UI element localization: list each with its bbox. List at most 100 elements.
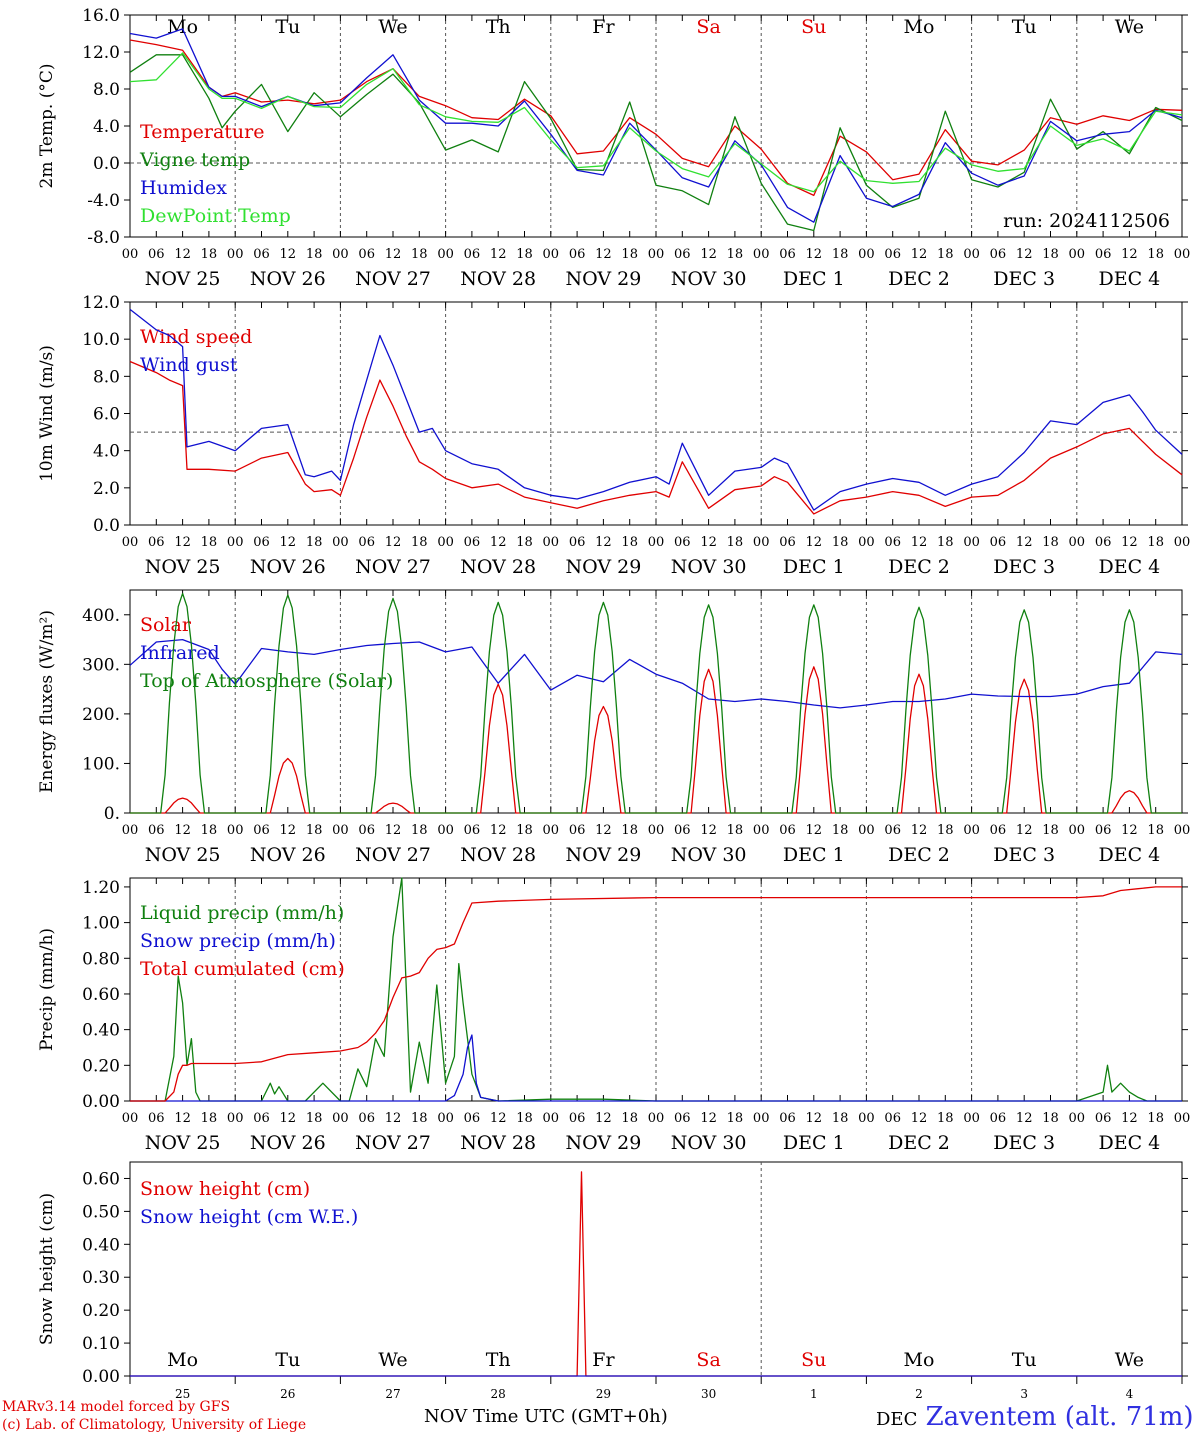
hour-tick-label: 00	[227, 823, 244, 838]
hour-tick-label: 00	[1069, 535, 1086, 550]
y-tick-label: 1.20	[82, 878, 120, 898]
hour-tick-label: 06	[253, 1111, 270, 1126]
panel-frame-3	[129, 589, 1183, 814]
hour-tick-label: 12	[1121, 823, 1138, 838]
hour-tick-label: 00	[963, 535, 980, 550]
hour-tick-label: 12	[1016, 535, 1033, 550]
hour-tick-label: 06	[990, 823, 1007, 838]
hour-tick-label: 06	[779, 247, 796, 262]
date-label: DEC 4	[1099, 844, 1161, 866]
hour-tick-label: 12	[385, 247, 402, 262]
y-tick-label: 10.0	[82, 330, 120, 350]
hour-tick-label: 18	[201, 1111, 218, 1126]
y-tick-label: 0.20	[82, 1301, 120, 1321]
hour-tick-label: 12	[806, 823, 823, 838]
x-axis-title: NOV Time UTC (GMT+0h)	[424, 1406, 668, 1427]
hour-tick-label: 18	[306, 535, 323, 550]
date-label: DEC 4	[1099, 268, 1161, 290]
hour-tick-label: 00	[437, 823, 454, 838]
hour-tick-label: 12	[595, 535, 612, 550]
hour-tick-label: 18	[832, 535, 849, 550]
day-number-label: 2	[915, 1387, 923, 1401]
weekday-label: Mo	[904, 16, 935, 38]
hour-tick-label: 18	[411, 247, 428, 262]
weekday-label: We	[378, 16, 407, 38]
model-credit: MARv3.14 model forced by GFS (c) Lab. of…	[2, 1398, 306, 1434]
date-label: DEC 1	[783, 1132, 845, 1154]
date-label: NOV 27	[355, 1132, 431, 1154]
series-line-wind-gust	[129, 308, 1183, 511]
date-label: DEC 4	[1099, 1132, 1161, 1154]
hour-tick-label: 00	[1069, 823, 1086, 838]
hour-tick-label: 18	[832, 247, 849, 262]
hour-tick-label: 06	[253, 535, 270, 550]
date-label: NOV 29	[565, 556, 641, 578]
hour-tick-label: 18	[411, 535, 428, 550]
station-name: DEC Zaventem (alt. 71m)	[876, 1402, 1194, 1432]
hour-tick-label: 00	[332, 535, 349, 550]
weekday-label: Sa	[696, 16, 720, 38]
weekday-label: We	[1115, 1349, 1144, 1371]
hour-tick-label: 12	[595, 823, 612, 838]
y-tick-label: 400.	[82, 606, 120, 626]
weekday-label: Mo	[167, 1349, 198, 1371]
weekday-label: Mo	[904, 1349, 935, 1371]
day-number-label: 27	[385, 1387, 400, 1401]
legend-entry: Vigne temp	[139, 149, 250, 171]
hour-tick-label: 06	[779, 823, 796, 838]
series-line-snow-height-cm-	[130, 1171, 1182, 1377]
hour-tick-label: 12	[700, 247, 717, 262]
date-label: NOV 29	[565, 1132, 641, 1154]
hour-tick-label: 06	[779, 535, 796, 550]
weekday-label: Sa	[696, 1349, 720, 1371]
series-line-top-of-atmosphere-solar-	[130, 592, 1182, 814]
date-label: NOV 26	[250, 1132, 326, 1154]
hour-tick-label: 06	[1095, 1111, 1112, 1126]
hour-tick-label: 18	[201, 823, 218, 838]
hour-tick-label: 06	[569, 823, 586, 838]
weekday-label: We	[1115, 16, 1144, 38]
station-label: Zaventem (alt. 71m)	[925, 1402, 1194, 1432]
y-tick-label: 0.0	[93, 154, 120, 174]
hour-tick-label: 12	[911, 247, 928, 262]
hour-tick-label: 00	[858, 823, 875, 838]
hour-tick-label: 00	[1174, 1111, 1191, 1126]
date-label: NOV 27	[355, 268, 431, 290]
hour-tick-label: 06	[779, 1111, 796, 1126]
y-tick-label: 0.60	[82, 1169, 120, 1189]
hour-tick-label: 00	[227, 1111, 244, 1126]
month-right: DEC	[876, 1409, 918, 1430]
hour-tick-label: 00	[753, 1111, 770, 1126]
hour-tick-label: 12	[490, 823, 507, 838]
date-label: NOV 26	[250, 268, 326, 290]
y-tick-label: 0.0	[93, 516, 120, 536]
hour-tick-label: 00	[963, 823, 980, 838]
date-label: NOV 25	[145, 268, 221, 290]
legend-entry: Snow height (cm W.E.)	[140, 1206, 358, 1228]
hour-tick-label: 12	[174, 1111, 191, 1126]
hour-tick-label: 06	[674, 535, 691, 550]
hour-tick-label: 06	[148, 247, 165, 262]
hour-tick-label: 06	[148, 535, 165, 550]
day-number-label: 4	[1126, 1387, 1134, 1401]
y-tick-label: -4.0	[87, 191, 120, 211]
y-tick-label: 300.	[82, 655, 120, 675]
hour-tick-label: 00	[437, 1111, 454, 1126]
hour-tick-label: 00	[437, 535, 454, 550]
y-tick-label: 0.40	[82, 1021, 120, 1041]
hour-tick-label: 18	[1147, 1111, 1164, 1126]
date-label: DEC 3	[993, 844, 1055, 866]
hour-tick-label: 00	[227, 247, 244, 262]
hour-tick-label: 12	[1016, 247, 1033, 262]
hour-tick-label: 12	[700, 535, 717, 550]
hour-tick-label: 06	[990, 535, 1007, 550]
hour-tick-label: 06	[884, 535, 901, 550]
hour-tick-label: 12	[1121, 247, 1138, 262]
hour-tick-label: 06	[464, 535, 481, 550]
hour-tick-label: 18	[306, 1111, 323, 1126]
time-axis-label: Time UTC (GMT+0h)	[472, 1406, 668, 1427]
date-label: NOV 26	[250, 556, 326, 578]
hour-tick-label: 12	[174, 247, 191, 262]
hour-tick-label: 00	[122, 1111, 139, 1126]
